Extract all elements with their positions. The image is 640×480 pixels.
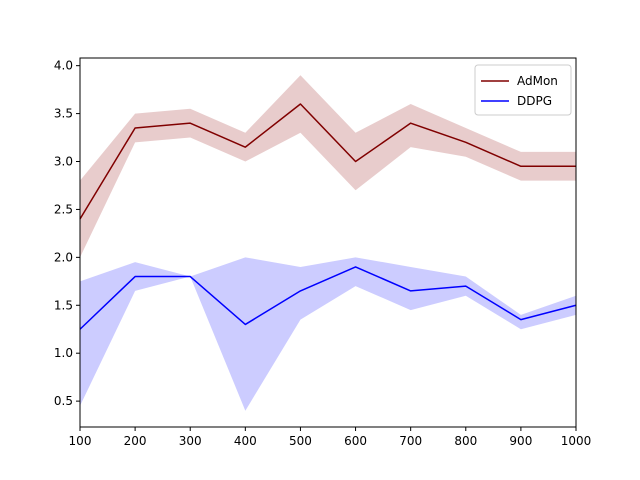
y-tick-label: 1.0 (54, 346, 73, 360)
x-tick-label: 1000 (561, 434, 592, 448)
ddpg-confidence-band (80, 257, 576, 411)
y-tick-label: 3.5 (54, 107, 73, 121)
legend: AdMon DDPG (474, 64, 572, 116)
x-tick-label: 100 (69, 434, 92, 448)
y-tick-label: 3.0 (54, 155, 73, 169)
x-tick-label: 300 (179, 434, 202, 448)
legend-box (474, 64, 572, 116)
x-tick-label: 900 (509, 434, 532, 448)
y-axis: 0.5 1.0 1.5 2.0 2.5 3.0 3.5 4.0 (54, 59, 80, 408)
x-tick-label: 600 (344, 434, 367, 448)
y-tick-label: 4.0 (54, 59, 73, 73)
y-tick-label: 0.5 (54, 394, 73, 408)
ddpg-line (79, 266, 577, 330)
y-tick-label: 2.5 (54, 202, 73, 216)
y-tick-label: 1.5 (54, 298, 73, 312)
x-tick-label: 500 (289, 434, 312, 448)
admon-line (79, 103, 576, 220)
plot-area-frame (79, 57, 577, 428)
series-lines (79, 103, 577, 330)
x-tick-label: 400 (234, 434, 257, 448)
legend-label-ddpg: DDPG (517, 94, 552, 108)
admon-confidence-band (80, 75, 576, 258)
x-tick-label: 200 (124, 434, 147, 448)
x-tick-label: 700 (399, 434, 422, 448)
y-tick-label: 2.0 (54, 250, 73, 264)
legend-label-admon: AdMon (517, 74, 558, 88)
confidence-bands (80, 75, 576, 411)
x-axis: 100 200 300 400 500 600 700 800 900 1000 (69, 427, 592, 448)
x-tick-label: 800 (454, 434, 477, 448)
